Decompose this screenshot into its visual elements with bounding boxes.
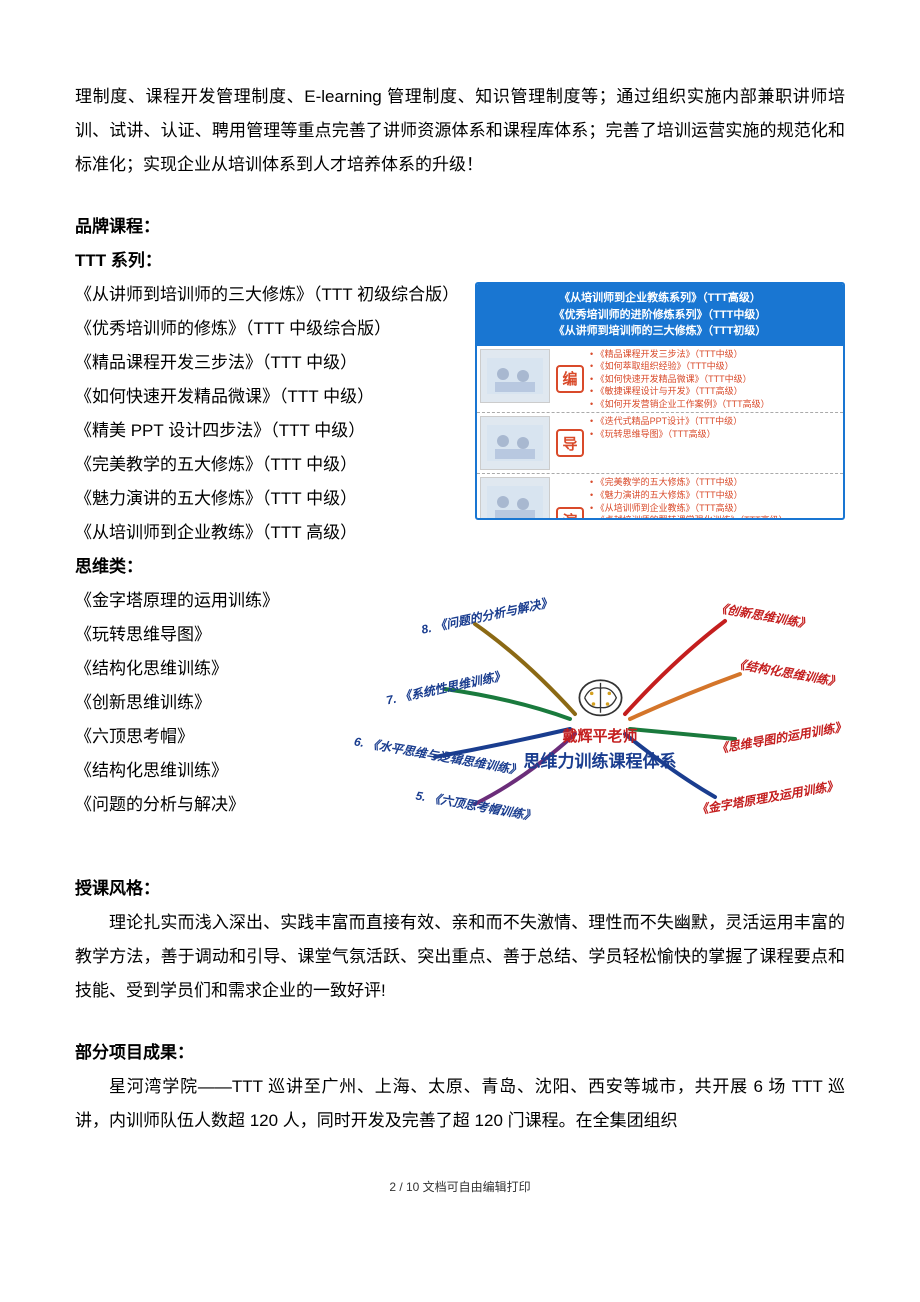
intro-paragraph: 理制度、课程开发管理制度、E-learning 管理制度、知识管理制度等；通过组…	[75, 80, 845, 182]
ttt-badge: 导	[556, 429, 584, 457]
ttt-badge: 编	[556, 365, 584, 393]
brain-icon	[573, 676, 627, 720]
mindmap-center-sub: 思维力训练课程体系	[524, 746, 677, 771]
mindmap-node: 7. 《系统性思维训练》	[385, 667, 507, 709]
ttt-figure-rows: 编《精品课程开发三步法》（TTT中级）《如何萃取组织经验》（TTT中级）《如何快…	[477, 346, 843, 521]
mindmap-node: 8. 《问题的分析与解决》	[420, 593, 554, 637]
list-item: 《从培训师到企业教练》（TTT 高级）	[75, 516, 845, 550]
results-heading: 部分项目成果：	[75, 1036, 845, 1070]
ttt-heading: TTT 系列：	[75, 244, 845, 278]
content-wrap: TTT 系列： 《从讲师到培训师的三大修炼》（TTT 初级综合版）《优秀培训师的…	[75, 244, 845, 822]
brand-heading: 品牌课程：	[75, 210, 845, 244]
mindmap-center: 戴辉平老师 思维力训练课程体系	[524, 676, 677, 772]
ttt-thumbnail	[480, 416, 550, 470]
mindmap-node: 《创新思维训练》	[714, 599, 812, 632]
mindmap-node: 《金字塔原理及运用训练》	[695, 777, 840, 819]
mindmap-node: 5. 《六顶思考帽训练》	[414, 787, 536, 825]
ttt-items: 《精品课程开发三步法》（TTT中级）《如何萃取组织经验》（TTT中级）《如何快速…	[587, 346, 843, 413]
ttt-items: 《完美教学的五大修炼》（TTT中级）《魅力演讲的五大修炼》（TTT中级）《从培训…	[587, 474, 843, 520]
mindmap-node: 《结构化思维训练》	[732, 655, 841, 690]
ttt-row: 编《精品课程开发三步法》（TTT中级）《如何萃取组织经验》（TTT中级）《如何快…	[477, 346, 843, 414]
think-heading: 思维类：	[75, 550, 845, 584]
ttt-row: 演《完美教学的五大修炼》（TTT中级）《魅力演讲的五大修炼》（TTT中级）《从培…	[477, 474, 843, 520]
ttt-figure: 《从培训师到企业教练系列》（TTT高级）《优秀培训师的进阶修炼系列》（TTT中级…	[475, 282, 845, 520]
results-body: 星河湾学院——TTT 巡讲至广州、上海、太原、青岛、沈阳、西安等城市，共开展 6…	[75, 1070, 845, 1138]
ttt-thumbnail	[480, 349, 550, 403]
ttt-thumbnail	[480, 477, 550, 520]
style-heading: 授课风格：	[75, 872, 845, 906]
page-footer: 2 / 10 文档可自由编辑打印	[75, 1178, 845, 1195]
mindmap-center-name: 戴辉平老师	[524, 727, 677, 747]
ttt-items: 《迭代式精品PPT设计》（TTT中级）《玩转思维导图》（TTT高级）	[587, 413, 843, 473]
mindmap-node: 6. 《水平思维与逻辑思维训练》	[353, 732, 523, 778]
mindmap-figure: 戴辉平老师 思维力训练课程体系 8. 《问题的分析与解决》7. 《系统性思维训练…	[345, 599, 855, 829]
style-body: 理论扎实而浅入深出、实践丰富而直接有效、亲和而不失激情、理性而不失幽默，灵活运用…	[75, 906, 845, 1008]
ttt-figure-header: 《从培训师到企业教练系列》（TTT高级）《优秀培训师的进阶修炼系列》（TTT中级…	[477, 284, 843, 346]
ttt-row: 导《迭代式精品PPT设计》（TTT中级）《玩转思维导图》（TTT高级）	[477, 413, 843, 474]
mindmap-node: 《思维导图的运用训练》	[715, 718, 848, 758]
ttt-badge: 演	[556, 507, 584, 520]
